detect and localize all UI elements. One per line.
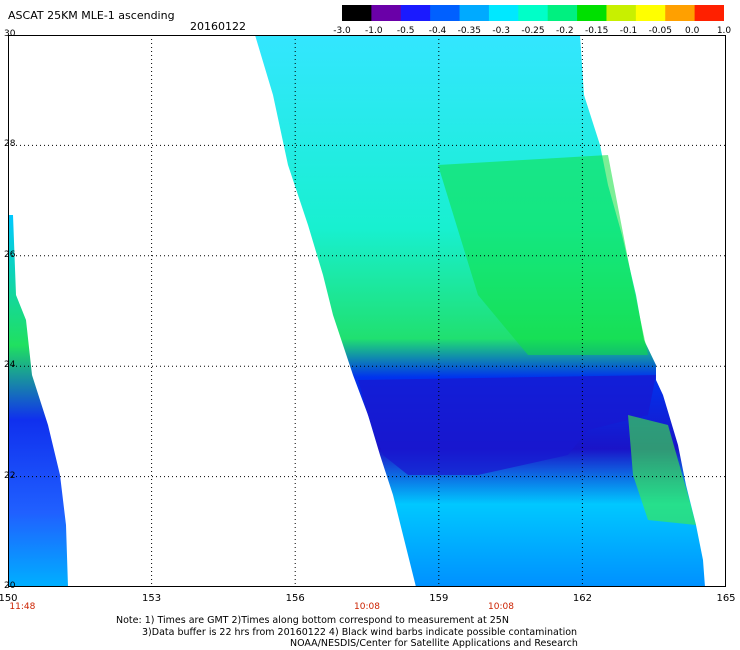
colorbar-segment [400, 5, 431, 21]
colorbar-segment [665, 5, 696, 21]
latitude-label: 30 [4, 29, 16, 39]
time-label: 10:08 [354, 602, 380, 612]
colorbar-segment [430, 5, 461, 21]
time-label: 11:48 [9, 602, 36, 612]
colorbar-segment [635, 5, 666, 21]
footer-credit: NOAA/NESDIS/Center for Satellite Applica… [290, 638, 578, 649]
colorbar-segment [694, 5, 724, 21]
colorbar-tick-label: -0.2 [556, 26, 574, 36]
swath-green-lower-right [628, 415, 696, 525]
footer-note-line1: Note: 1) Times are GMT 2)Times along bot… [116, 615, 509, 626]
colorbar-tick-label: -0.05 [648, 26, 672, 36]
map-date: 20160122 [190, 20, 246, 33]
latitude-label: 24 [4, 360, 16, 371]
longitude-label: 156 [285, 593, 305, 604]
longitude-label: 165 [716, 593, 736, 604]
colorbar-segment [606, 5, 637, 21]
swath-green-patch [438, 155, 648, 355]
colorbar-tick-label: -1.0 [365, 26, 383, 36]
longitude-label: 153 [142, 593, 162, 604]
map-frame [8, 35, 726, 587]
colorbar-tick-label: 1.0 [716, 26, 732, 36]
colorbar-tick-label: -0.35 [457, 26, 481, 36]
lat-lon-grid [8, 35, 726, 587]
latitude-label: 22 [4, 470, 16, 481]
colorbar-tick-label: -0.25 [521, 26, 545, 36]
latitude-label: 20 [4, 581, 16, 591]
colorbar-segment [371, 5, 402, 21]
colorbar-segment [342, 5, 372, 21]
latitude-label: 28 [4, 139, 16, 150]
latitude-label: 26 [4, 249, 16, 260]
longitude-label: 159 [429, 593, 449, 604]
colorbar-segment [488, 5, 519, 21]
colorbar-tick-label: -0.4 [428, 26, 447, 36]
colorbar-segment [459, 5, 490, 21]
colorbar-segment [547, 5, 578, 21]
swath-blue-band [358, 375, 656, 475]
wind-map-plot [8, 35, 726, 587]
colorbar-tick-label: 0.0 [684, 26, 700, 36]
colorbar-segment [518, 5, 549, 21]
colorbar-tick-label: -0.3 [492, 26, 510, 36]
longitude-label: 162 [572, 593, 592, 604]
footer-note-line2: 3)Data buffer is 22 hrs from 20160122 4)… [142, 627, 578, 638]
colorbar-tick-label: -0.1 [619, 26, 638, 36]
colorbar-tick-label: -3.0 [333, 26, 351, 36]
time-label: 10:08 [488, 602, 514, 612]
colorbar-tick-label: -0.5 [396, 26, 415, 36]
satellite-swaths [8, 35, 705, 587]
map-title: ASCAT 25KM MLE-1 ascending [8, 9, 175, 22]
colorbar [342, 5, 724, 21]
colorbar-segment [577, 5, 607, 21]
left-swath [8, 215, 68, 587]
colorbar-tick-label: -0.15 [585, 26, 609, 36]
longitude-label: 150 [0, 593, 18, 604]
